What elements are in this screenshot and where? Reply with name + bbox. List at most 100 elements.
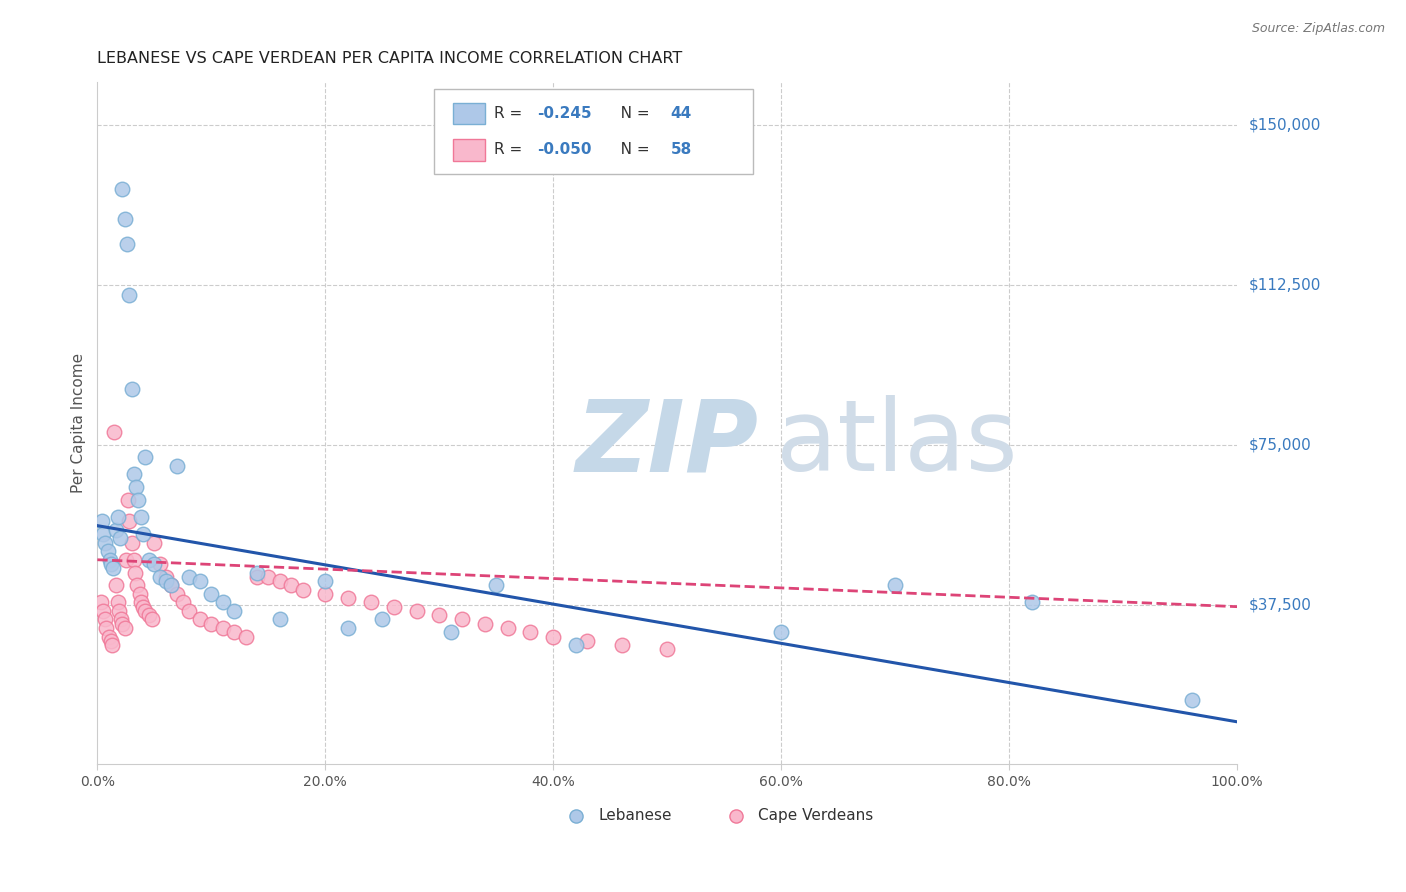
Point [519,625,541,640]
Point [118,288,141,302]
Point [610,638,633,652]
Point [172,595,194,609]
Point [337,591,360,606]
Point [440,625,463,640]
Point [211,621,233,635]
Point [474,616,496,631]
Text: Lebanese: Lebanese [599,808,672,823]
Text: -0.050: -0.050 [537,142,592,157]
Text: R =: R = [494,106,527,121]
Point [166,587,188,601]
Point [269,574,291,588]
Point [224,604,246,618]
Point [149,570,172,584]
Point [565,757,588,772]
Point [90,515,112,529]
Point [485,578,508,592]
Point [103,425,125,439]
Point [129,510,152,524]
FancyBboxPatch shape [433,89,752,174]
Point [405,604,427,618]
Point [291,582,314,597]
Point [138,608,160,623]
Point [117,493,139,508]
Point [657,642,679,657]
Point [269,612,291,626]
Point [100,557,122,571]
Point [141,612,163,626]
Bar [453,139,485,161]
Point [98,553,121,567]
Point [314,587,336,601]
Text: R =: R = [494,142,527,157]
Point [122,467,145,482]
Point [724,757,747,772]
Point [108,604,131,618]
Point [257,570,280,584]
Point [107,510,129,524]
Point [121,535,143,549]
Point [124,566,146,580]
Point [371,612,394,626]
Point [427,608,450,623]
Point [155,570,177,584]
Point [127,578,149,592]
Point [211,595,233,609]
Point [121,382,143,396]
Point [90,595,112,609]
Point [382,599,405,614]
Text: Cape Verdeans: Cape Verdeans [758,808,873,823]
Point [103,561,125,575]
Point [576,633,599,648]
Point [97,630,120,644]
Point [188,574,211,588]
Point [107,595,129,609]
Point [100,633,122,648]
Point [884,578,907,592]
Point [91,527,114,541]
Point [125,480,148,494]
Bar [453,103,485,124]
Point [280,578,302,592]
Point [134,450,156,465]
Text: LEBANESE VS CAPE VERDEAN PER CAPITA INCOME CORRELATION CHART: LEBANESE VS CAPE VERDEAN PER CAPITA INCO… [97,51,682,66]
Point [101,638,124,652]
Text: N =: N = [606,142,654,157]
Point [235,630,257,644]
Point [110,612,132,626]
Point [115,237,138,252]
Point [565,638,588,652]
Point [200,587,222,601]
Y-axis label: Per Capita Income: Per Capita Income [72,353,86,493]
Point [104,523,127,537]
Point [94,535,117,549]
Text: N =: N = [606,106,654,121]
Point [143,535,166,549]
Point [1021,595,1043,609]
Point [160,578,183,592]
Point [132,527,155,541]
Point [138,553,160,567]
Point [224,625,246,640]
Text: $150,000: $150,000 [1249,117,1320,132]
Point [360,595,382,609]
Text: $75,000: $75,000 [1249,437,1310,452]
Point [94,612,117,626]
Point [134,604,156,618]
Point [496,621,519,635]
Text: Source: ZipAtlas.com: Source: ZipAtlas.com [1251,22,1385,36]
Point [543,630,565,644]
Point [91,604,114,618]
Point [129,595,152,609]
Point [166,458,188,473]
Point [96,621,118,635]
Point [160,578,183,592]
Point [770,625,793,640]
Point [115,553,138,567]
Point [1181,693,1204,707]
Point [111,616,134,631]
Point [177,570,200,584]
Point [114,211,136,226]
Point [97,544,120,558]
Point [108,532,131,546]
